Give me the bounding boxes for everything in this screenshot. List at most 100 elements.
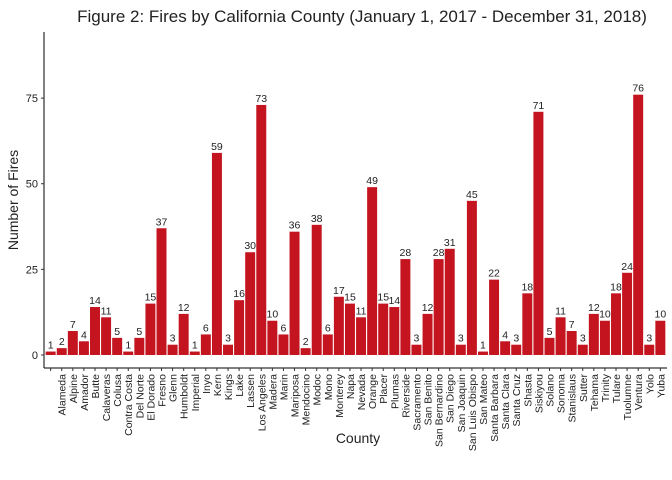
data-label: 7 [70,319,76,331]
x-tick-label: Alpine [68,374,80,403]
y-axis-label: Number of Fires [5,150,21,250]
x-tick-label: San Joaquin [456,374,468,433]
bar [45,351,56,355]
bar [289,231,300,355]
data-label: 18 [610,281,622,293]
data-label: 5 [136,326,142,338]
x-tick-label: Fresno [157,374,169,407]
data-label: 12 [588,302,600,314]
x-tick-label: Yolo [644,374,656,394]
x-tick-label: Sonoma [556,374,568,413]
data-label: 1 [192,340,198,352]
x-tick-label: Plumas [389,374,401,409]
x-tick-label: Colusa [112,374,124,407]
x-tick-label: Yuba [655,374,667,398]
x-tick-label: Tuolumne [622,374,634,420]
bar [400,259,411,355]
bar [211,152,222,355]
x-tick-label: Los Angeles [256,374,268,431]
x-tick-label: San Luis Obispo [467,374,479,451]
x-tick-label: Alameda [57,374,69,416]
bar [245,252,256,355]
bar [489,279,500,355]
bar [444,248,455,355]
x-tick-label: El Dorado [145,374,157,421]
x-tick-label: Napa [345,374,357,399]
data-label: 37 [156,216,168,228]
data-label: 28 [433,247,445,259]
data-label: 3 [458,333,464,345]
bar [200,334,211,355]
bar [234,300,245,355]
data-label: 11 [101,305,112,317]
x-tick-label: Modoc [312,374,324,406]
bar [134,337,145,355]
bar [622,272,633,355]
data-label: 15 [145,292,157,304]
x-axis-label: County [336,430,380,446]
bar [311,224,322,355]
bar [644,344,655,355]
data-label: 45 [466,189,478,201]
data-label: 30 [244,240,256,252]
data-label: 18 [521,281,533,293]
bar [533,111,544,355]
bar [322,334,333,355]
bar [356,317,367,355]
x-tick-label: Santa Barbara [489,374,501,442]
data-label: 3 [513,333,519,345]
x-tick-label: Santa Clara [500,374,512,430]
x-tick-label: Sutter [578,373,590,402]
bar [477,351,488,355]
data-label: 1 [125,340,131,352]
bar [267,320,278,355]
x-tick-label: Ventura [633,374,645,410]
data-label: 49 [366,175,378,187]
x-tick-label: Humboldt [179,374,191,419]
x-tick-label: Marin [278,374,290,400]
data-label: 10 [599,309,611,321]
data-label: 17 [333,285,345,297]
x-tick-label: Shasta [522,374,534,407]
x-tick-label: Stanislaus [567,374,579,422]
bar [156,228,167,355]
x-tick-label: Inyo [201,374,213,394]
bar [189,351,200,355]
bar [588,313,599,355]
x-tick-label: Calaveras [101,374,113,421]
data-label: 28 [400,247,412,259]
data-label: 3 [225,333,231,345]
x-tick-label: Tehama [589,374,601,412]
x-tick-label: Solano [544,374,556,407]
x-tick-label: Monterey [334,373,346,418]
data-label: 10 [655,309,667,321]
data-label: 31 [444,237,456,249]
bar [466,200,477,355]
data-label: 6 [325,322,331,334]
bar [223,344,234,355]
data-label: 2 [303,336,309,348]
x-tick-label: Mendocino [301,374,313,426]
bar [378,303,389,355]
x-tick-label: Butte [90,374,102,399]
bar [300,348,311,355]
x-tick-label: Kern [212,374,224,396]
data-label: 11 [555,305,566,317]
data-label: 3 [170,333,176,345]
x-tick-label: Nevada [356,374,368,410]
bar [577,344,588,355]
bar [655,320,666,355]
data-label: 22 [488,268,500,280]
x-tick-label: San Diego [445,374,457,423]
bar [633,94,644,355]
data-label: 4 [502,329,508,341]
data-label: 12 [178,302,190,314]
data-label: 3 [646,333,652,345]
x-tick-label: Imperial [190,374,202,411]
bar [555,317,566,355]
x-tick-label: Tulare [611,374,623,404]
data-label: 12 [422,302,434,314]
x-tick-label: Kings [223,374,235,400]
y-tick-label: 25 [26,264,38,276]
